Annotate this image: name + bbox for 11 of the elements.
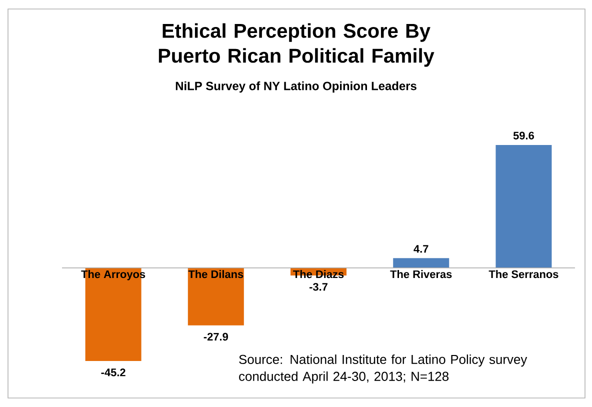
data-label: 4.7 <box>414 245 428 253</box>
x-tick-label: The Serranos <box>488 270 558 278</box>
x-tick-label: The Dilans <box>188 270 244 278</box>
chart-title: Ethical Perception Score By Puerto Rican Political Family <box>158 23 434 67</box>
data-label: -27.9 <box>204 332 228 341</box>
annotation: Source: National Institute for Latino Policy survey conducted April 24-30, 2013; N=128 <box>239 354 528 384</box>
data-label: -3.7 <box>309 282 328 291</box>
x-tick-label: The Riveras <box>390 270 452 278</box>
data-label: 59.6 <box>513 132 534 140</box>
data-label: -45.2 <box>101 368 126 376</box>
chart-subtitle: NiLP Survey of NY Latino Opinion Leaders <box>176 81 416 93</box>
